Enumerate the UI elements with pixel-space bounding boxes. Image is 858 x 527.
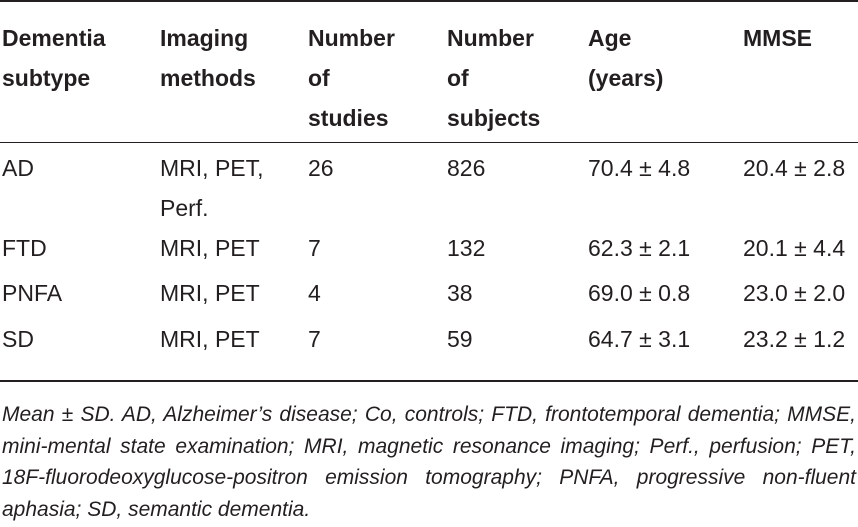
cell-subtype: PNFA (2, 280, 63, 306)
cell-number-of-studies: 26 (308, 155, 334, 181)
cell-mmse: 20.1 ± 4.4 (743, 235, 846, 261)
header-dementia-subtype: Dementia subtype (2, 25, 106, 91)
cell-number-of-studies: 7 (308, 326, 321, 352)
cell-number-of-subjects: 38 (447, 280, 473, 306)
cell-number-of-subjects: 59 (447, 326, 473, 352)
cell-imaging-methods: MRI, PET (160, 326, 260, 352)
header-mmse: MMSE (743, 25, 812, 51)
header-age: Age (years) (588, 25, 664, 91)
cell-imaging-methods: MRI, PET (160, 235, 260, 261)
cell-mmse: 23.2 ± 1.2 (743, 326, 846, 352)
cell-subtype: FTD (2, 235, 47, 261)
cell-age: 70.4 ± 4.8 (588, 155, 691, 181)
cell-age: 62.3 ± 2.1 (588, 235, 691, 261)
table-header-rule (0, 142, 858, 143)
table-footnote: Mean ± SD. AD, Alzheimer’s disease; Co, … (2, 403, 856, 521)
cell-number-of-subjects: 826 (447, 155, 486, 181)
table-bottom-rule (0, 380, 858, 382)
cell-imaging-methods: MRI, PET (160, 280, 260, 306)
cell-age: 69.0 ± 0.8 (588, 280, 691, 306)
cell-number-of-subjects: 132 (447, 235, 486, 261)
cell-subtype: SD (2, 326, 34, 352)
table-top-rule (0, 0, 858, 2)
header-imaging-methods: Imaging methods (160, 25, 256, 91)
cell-subtype: AD (2, 155, 34, 181)
cell-imaging-methods: MRI, PET, Perf. (160, 155, 264, 221)
cell-mmse: 23.0 ± 2.0 (743, 280, 846, 306)
cell-number-of-studies: 7 (308, 235, 321, 261)
cell-number-of-studies: 4 (308, 280, 321, 306)
cell-age: 64.7 ± 3.1 (588, 326, 691, 352)
header-number-of-studies: Number of studies (308, 25, 395, 131)
header-number-of-subjects: Number of subjects (447, 25, 541, 131)
cell-mmse: 20.4 ± 2.8 (743, 155, 846, 181)
